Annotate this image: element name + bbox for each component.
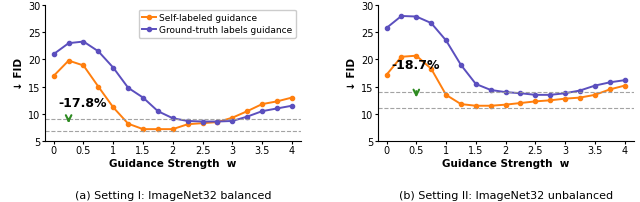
Ground-truth labels guidance [65,43,72,45]
Y-axis label: ↓ FID: ↓ FID [347,58,356,90]
Self-labeled guidance [243,110,251,113]
Self-labeled guidance [139,128,147,131]
Ground-truth labels guidance [532,94,540,97]
Self-labeled guidance [79,65,87,67]
Text: -17.8%: -17.8% [58,96,107,109]
Y-axis label: ↓ FID: ↓ FID [14,58,24,90]
Title: (b) Setting II: ImageNet32 unbalanced: (b) Setting II: ImageNet32 unbalanced [399,190,612,200]
Self-labeled guidance [259,103,266,106]
Line: Ground-truth labels guidance: Ground-truth labels guidance [52,40,294,124]
Self-labeled guidance [288,97,296,99]
Self-labeled guidance [383,74,390,77]
Self-labeled guidance [273,101,281,103]
Legend: Self-labeled guidance, Ground-truth labels guidance: Self-labeled guidance, Ground-truth labe… [139,11,296,38]
Ground-truth labels guidance [457,64,465,67]
Ground-truth labels guidance [621,80,628,82]
Self-labeled guidance [95,86,102,88]
Ground-truth labels guidance [561,93,569,95]
Self-labeled guidance [109,107,117,109]
Self-labeled guidance [547,100,554,102]
Ground-truth labels guidance [383,28,390,30]
Self-labeled guidance [516,102,524,105]
Ground-truth labels guidance [606,82,614,84]
Line: Self-labeled guidance: Self-labeled guidance [52,59,294,132]
Ground-truth labels guidance [79,41,87,44]
Self-labeled guidance [65,60,72,62]
Ground-truth labels guidance [124,87,132,89]
Self-labeled guidance [397,56,405,59]
Ground-truth labels guidance [259,110,266,113]
Ground-truth labels guidance [50,54,58,56]
Ground-truth labels guidance [288,105,296,107]
Ground-truth labels guidance [243,116,251,118]
Ground-truth labels guidance [487,89,495,92]
Self-labeled guidance [606,89,614,91]
Self-labeled guidance [472,105,479,107]
Self-labeled guidance [228,117,236,119]
Ground-truth labels guidance [154,110,162,113]
X-axis label: Guidance Strength  w: Guidance Strength w [442,158,570,168]
X-axis label: Guidance Strength  w: Guidance Strength w [109,158,237,168]
Ground-truth labels guidance [184,120,191,123]
Ground-truth labels guidance [199,121,207,123]
Self-labeled guidance [124,123,132,125]
Ground-truth labels guidance [214,121,221,123]
Self-labeled guidance [214,121,221,124]
Ground-truth labels guidance [412,16,420,19]
Self-labeled guidance [532,101,540,103]
Self-labeled guidance [502,104,509,106]
Ground-truth labels guidance [502,92,509,94]
Ground-truth labels guidance [442,40,450,42]
Self-labeled guidance [50,75,58,78]
Self-labeled guidance [591,94,599,97]
Self-labeled guidance [457,103,465,106]
Ground-truth labels guidance [109,67,117,69]
Text: -18.7%: -18.7% [391,58,440,71]
Ground-truth labels guidance [547,94,554,97]
Self-labeled guidance [154,128,162,131]
Line: Ground-truth labels guidance: Ground-truth labels guidance [385,15,627,97]
Ground-truth labels guidance [428,23,435,25]
Ground-truth labels guidance [397,16,405,18]
Self-labeled guidance [169,128,177,131]
Self-labeled guidance [576,97,584,99]
Title: (a) Setting I: ImageNet32 balanced: (a) Setting I: ImageNet32 balanced [74,190,271,200]
Ground-truth labels guidance [228,120,236,123]
Ground-truth labels guidance [472,83,479,86]
Ground-truth labels guidance [516,93,524,95]
Self-labeled guidance [561,98,569,100]
Self-labeled guidance [487,105,495,107]
Self-labeled guidance [621,85,628,87]
Ground-truth labels guidance [591,85,599,87]
Ground-truth labels guidance [576,90,584,92]
Ground-truth labels guidance [169,117,177,120]
Ground-truth labels guidance [273,108,281,110]
Self-labeled guidance [184,123,191,126]
Self-labeled guidance [428,68,435,71]
Ground-truth labels guidance [95,51,102,53]
Self-labeled guidance [199,122,207,125]
Line: Self-labeled guidance: Self-labeled guidance [385,54,627,108]
Self-labeled guidance [412,55,420,58]
Self-labeled guidance [442,94,450,97]
Ground-truth labels guidance [139,97,147,99]
